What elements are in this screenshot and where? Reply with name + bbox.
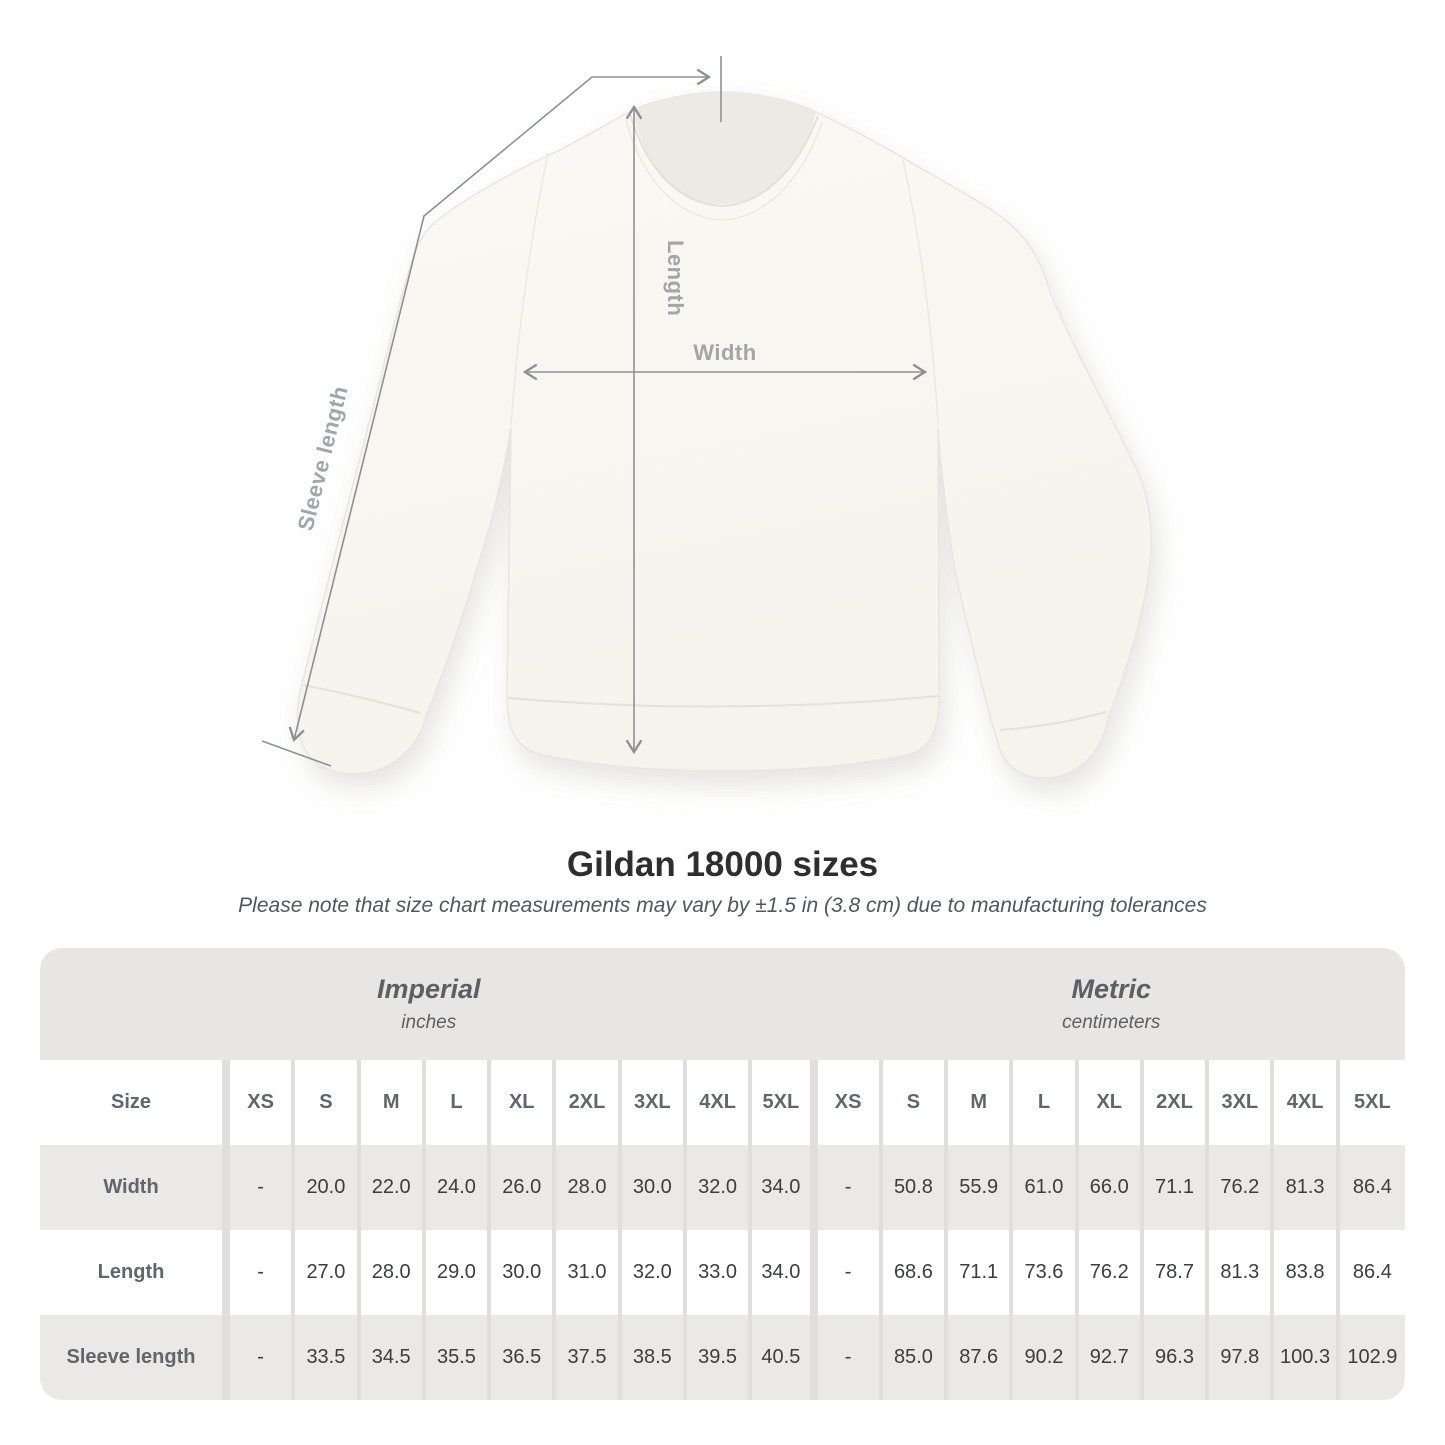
size-value-cell: 100.3 — [1274, 1315, 1340, 1400]
size-col-header: 3XL — [1209, 1060, 1275, 1145]
sweatshirt-diagram-svg: Width Length Sleeve length — [261, 56, 1152, 779]
size-col-header: 3XL — [621, 1060, 687, 1145]
size-col-header: 5XL — [752, 1060, 818, 1145]
size-col-header: XS — [817, 1060, 883, 1145]
size-value-cell: 90.2 — [1013, 1315, 1079, 1400]
unit-group-name: Imperial — [376, 974, 481, 1004]
size-col-header: S — [882, 1060, 949, 1145]
width-measure-label: Width — [693, 340, 756, 365]
size-value-cell: - — [230, 1230, 296, 1315]
size-corner-header: Size — [40, 1060, 230, 1145]
size-col-header: XL — [1078, 1060, 1144, 1145]
size-value-cell: - — [817, 1315, 883, 1400]
size-col-header: M — [948, 1060, 1014, 1145]
size-value-cell: 85.0 — [882, 1315, 949, 1400]
size-col-header: XS — [230, 1060, 296, 1145]
size-value-cell: 33.5 — [295, 1315, 361, 1400]
size-value-cell: 36.5 — [491, 1315, 557, 1400]
size-value-cell: 83.8 — [1274, 1230, 1340, 1315]
sleeve-length-arrow — [288, 68, 712, 743]
unit-group-unit: centimeters — [1062, 1012, 1161, 1033]
size-value-cell: 92.7 — [1078, 1315, 1144, 1400]
size-value-cell: 33.0 — [686, 1230, 753, 1315]
size-value-cell: 40.5 — [752, 1315, 818, 1400]
size-value-cell: 26.0 — [491, 1145, 557, 1230]
unit-group-name: Metric — [1071, 974, 1152, 1004]
size-value-cell: 55.9 — [948, 1145, 1014, 1230]
size-value-cell: 35.5 — [425, 1315, 492, 1400]
size-value-cell: 28.0 — [360, 1230, 426, 1315]
length-measure-label: Length — [663, 240, 688, 316]
tolerance-note: Please note that size chart measurements… — [238, 894, 1207, 917]
row-label: Length — [40, 1230, 230, 1315]
size-value-cell: 39.5 — [686, 1315, 753, 1400]
unit-group-unit: inches — [401, 1012, 457, 1033]
size-col-header: 4XL — [686, 1060, 753, 1145]
size-value-cell: 81.3 — [1209, 1230, 1275, 1315]
size-value-cell: 34.5 — [360, 1315, 426, 1400]
size-value-cell: 96.3 — [1143, 1315, 1210, 1400]
right-armhole-seam — [902, 159, 939, 426]
row-label: Sleeve length — [40, 1315, 230, 1400]
size-value-cell: 71.1 — [1143, 1145, 1210, 1230]
page-title: Gildan 18000 sizes — [566, 845, 879, 884]
size-value-cell: 30.0 — [621, 1145, 687, 1230]
size-value-cell: 24.0 — [425, 1145, 492, 1230]
cuff-tick — [261, 740, 332, 767]
unit-group-header-metric: Metric centimeters — [817, 948, 1405, 1060]
size-value-cell: 86.4 — [1339, 1230, 1405, 1315]
size-value-cell: 37.5 — [556, 1315, 622, 1400]
size-value-cell: 22.0 — [360, 1145, 426, 1230]
size-value-cell: 71.1 — [948, 1230, 1014, 1315]
size-value-cell: 28.0 — [556, 1145, 622, 1230]
size-value-cell: 20.0 — [295, 1145, 361, 1230]
size-value-cell: 61.0 — [1013, 1145, 1079, 1230]
size-value-cell: 27.0 — [295, 1230, 361, 1315]
size-col-header: M — [360, 1060, 426, 1145]
size-col-header: 2XL — [1143, 1060, 1210, 1145]
size-value-cell: 78.7 — [1143, 1230, 1210, 1315]
size-value-cell: 30.0 — [491, 1230, 557, 1315]
right-cuff-seam — [999, 711, 1107, 731]
size-col-header: 2XL — [556, 1060, 622, 1145]
row-label: Width — [40, 1145, 230, 1230]
unit-group-header-imperial: Imperial inches — [40, 948, 818, 1060]
size-value-cell: 81.3 — [1274, 1145, 1340, 1230]
size-value-cell: 68.6 — [882, 1230, 949, 1315]
size-value-cell: 32.0 — [686, 1145, 753, 1230]
size-value-cell: - — [230, 1145, 296, 1230]
size-value-cell: 50.8 — [882, 1145, 949, 1230]
size-col-header: 4XL — [1274, 1060, 1340, 1145]
size-value-cell: 102.9 — [1339, 1315, 1405, 1400]
size-value-cell: 86.4 — [1339, 1145, 1405, 1230]
size-value-cell: - — [817, 1230, 883, 1315]
sweatshirt-illustration — [296, 91, 1152, 779]
size-value-cell: 73.6 — [1013, 1230, 1079, 1315]
size-col-header: S — [295, 1060, 361, 1145]
size-value-cell: 32.0 — [621, 1230, 687, 1315]
size-value-cell: 66.0 — [1078, 1145, 1144, 1230]
size-value-cell: 76.2 — [1209, 1145, 1275, 1230]
size-value-cell: 76.2 — [1078, 1230, 1144, 1315]
size-value-cell: 38.5 — [621, 1315, 687, 1400]
size-value-cell: 31.0 — [556, 1230, 622, 1315]
sweatshirt-measurement-diagram: Width Length Sleeve length — [261, 56, 1152, 779]
size-col-header: L — [425, 1060, 492, 1145]
sizes-table: Imperial inches Metric centimeters Size XS S M L… — [40, 948, 1405, 1400]
size-value-cell: 97.8 — [1209, 1315, 1275, 1400]
size-col-header: L — [1013, 1060, 1079, 1145]
size-value-cell: 87.6 — [948, 1315, 1014, 1400]
size-value-cell: 34.0 — [752, 1145, 818, 1230]
size-value-cell: 29.0 — [425, 1230, 492, 1315]
sleeve-measure-label: Sleeve length — [293, 383, 353, 533]
size-value-cell: 34.0 — [752, 1230, 818, 1315]
size-col-header: XL — [491, 1060, 557, 1145]
size-value-cell: - — [817, 1145, 883, 1230]
size-col-header: 5XL — [1339, 1060, 1405, 1145]
size-value-cell: - — [230, 1315, 296, 1400]
